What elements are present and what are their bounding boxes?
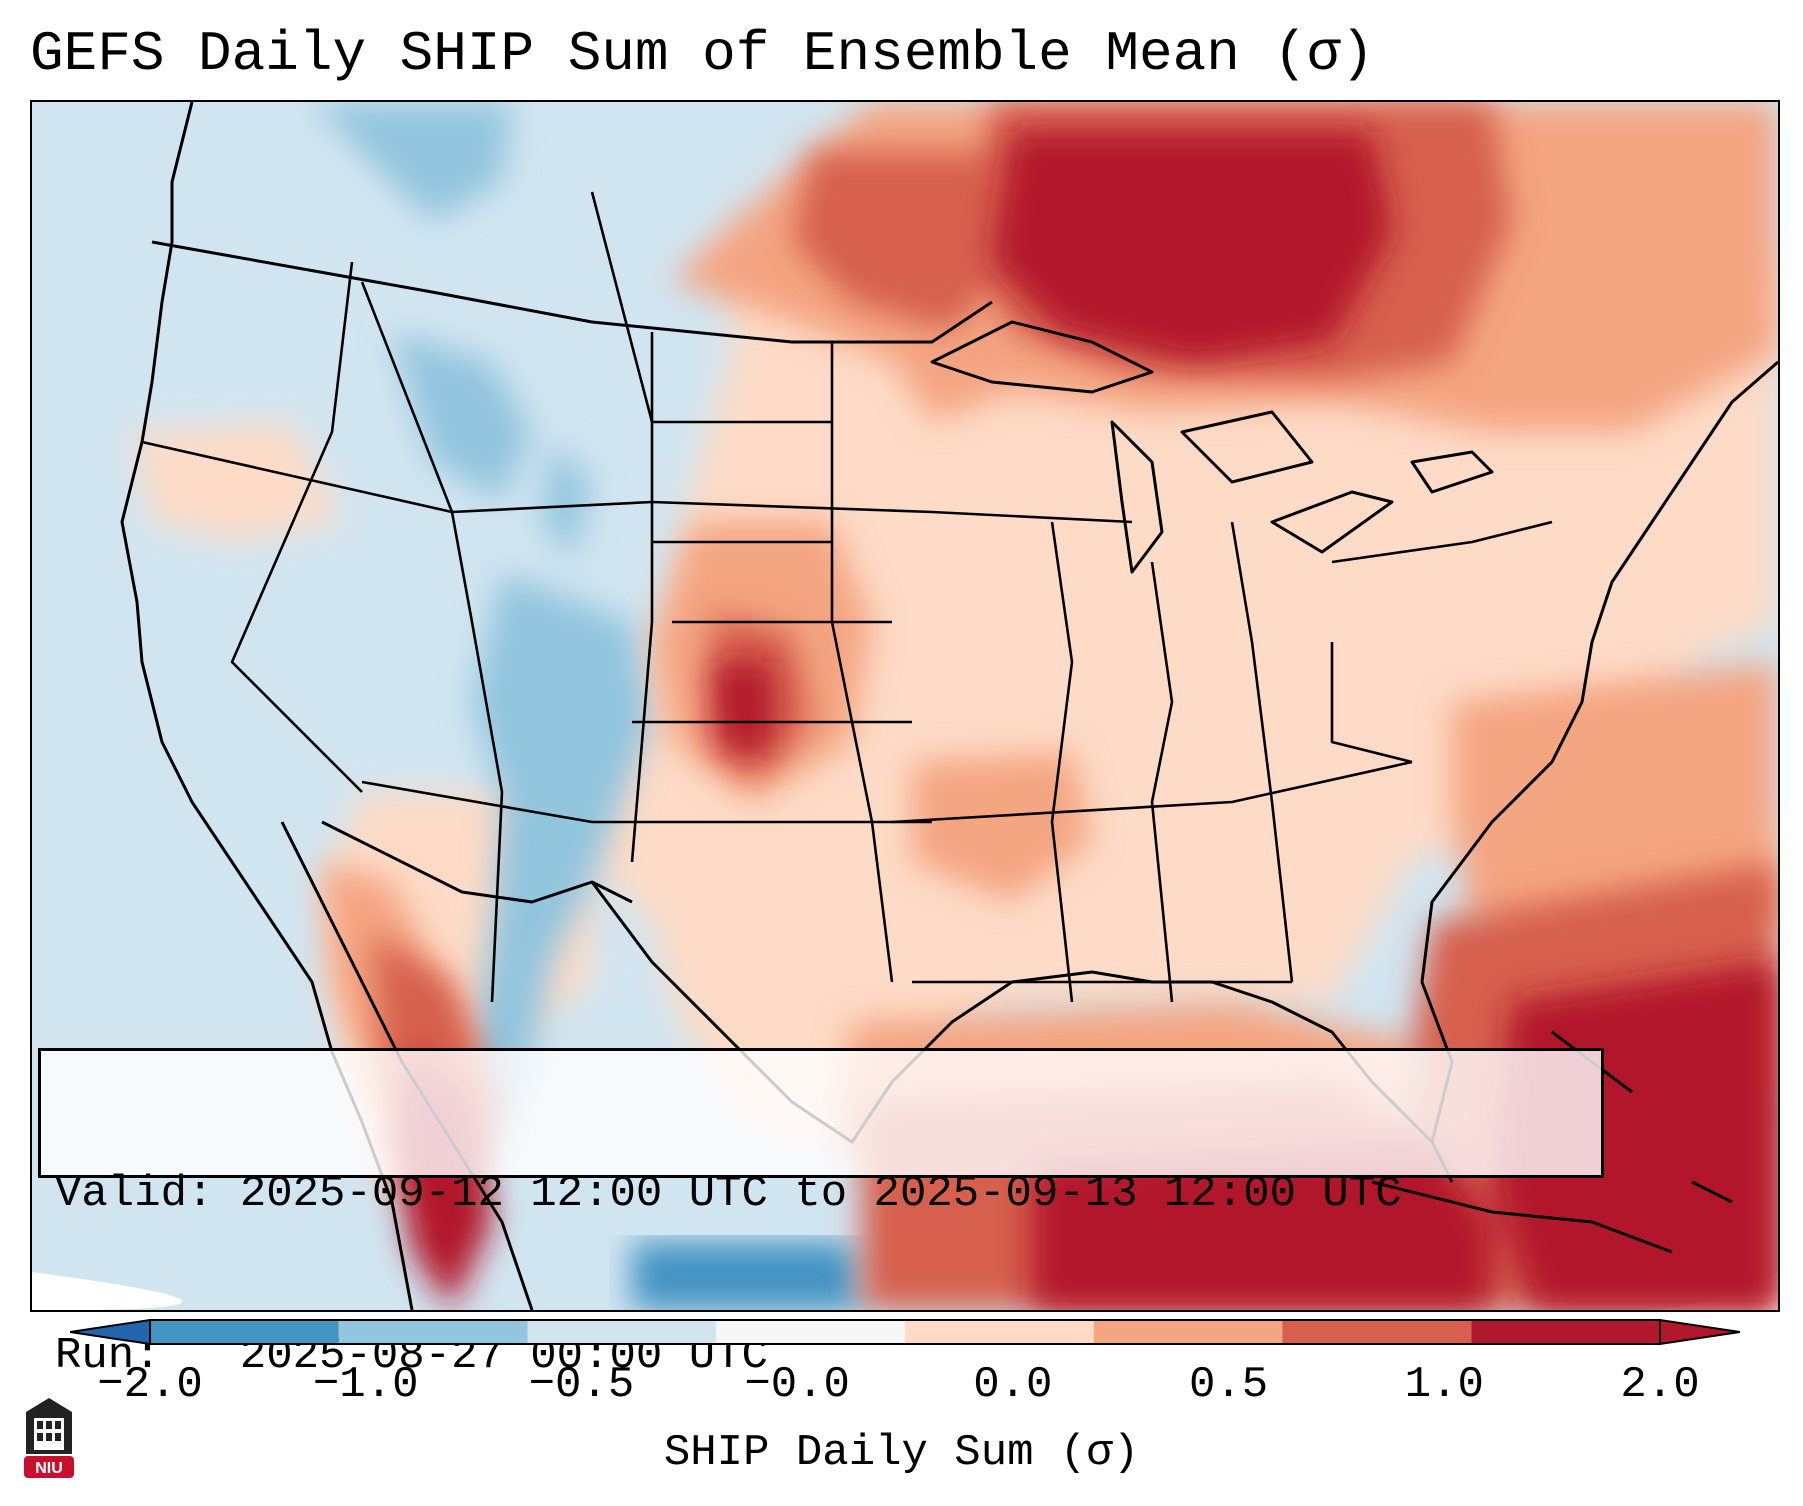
colorbar-ticks: −2.0 −1.0 −0.5 −0.0 0.0 0.5 1.0 2.0 bbox=[0, 1360, 1803, 1420]
colorbar-label: SHIP Daily Sum (σ) bbox=[663, 1428, 1140, 1478]
colorbar-tick-label: 0.5 bbox=[1188, 1360, 1269, 1410]
svg-text:NIU: NIU bbox=[35, 1460, 63, 1477]
map-title: GEFS Daily SHIP Sum of Ensemble Mean (σ) bbox=[30, 22, 1375, 86]
colorbar-cell-4 bbox=[905, 1320, 1094, 1344]
colorbar-over-arrow bbox=[1659, 1318, 1740, 1346]
colorbar-cell-3 bbox=[716, 1320, 905, 1344]
colorbar-tick-label: −0.5 bbox=[528, 1360, 635, 1410]
colorbar-cell-5 bbox=[1093, 1320, 1283, 1344]
colorbar-cell-0 bbox=[150, 1320, 339, 1344]
colorbar-tick-label: −1.0 bbox=[312, 1360, 419, 1410]
colorbar-under-arrow bbox=[70, 1318, 151, 1346]
valid-run-info-box: Valid: 2025-09-12 12:00 UTC to 2025-09-1… bbox=[38, 1048, 1604, 1381]
colorbar-tick-label: 1.0 bbox=[1404, 1360, 1484, 1410]
colorbar-tick-label: 2.0 bbox=[1620, 1360, 1700, 1410]
colorbar-tick-label: −2.0 bbox=[97, 1360, 203, 1410]
colorbar-cell-7 bbox=[1471, 1320, 1660, 1344]
colorbar-tick-label: 0.0 bbox=[973, 1360, 1053, 1410]
colorbar-tick-label: −0.0 bbox=[744, 1360, 850, 1410]
niu-logo: NIU bbox=[24, 1398, 74, 1478]
country-boundaries bbox=[120, 102, 1778, 1310]
state-boundaries bbox=[141, 191, 1553, 1003]
region-blue-rockies bbox=[452, 572, 652, 1182]
colorbar-cell-6 bbox=[1282, 1320, 1472, 1344]
colorbar bbox=[70, 1318, 1740, 1346]
colorbar-cell-2 bbox=[527, 1320, 717, 1344]
valid-time-text: Valid: 2025-09-12 12:00 UTC to 2025-09-1… bbox=[55, 1169, 1402, 1219]
colorbar-cell-1 bbox=[338, 1320, 528, 1344]
